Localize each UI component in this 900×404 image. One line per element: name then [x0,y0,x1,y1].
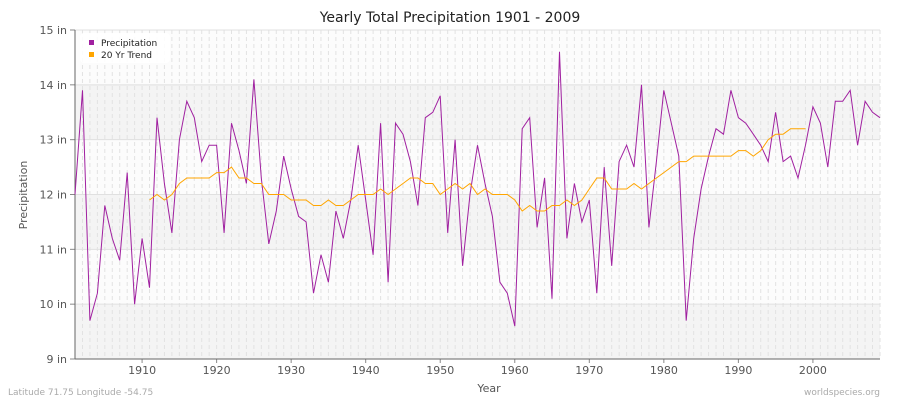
x-tick-label: 2000 [799,364,827,377]
series-line-trend [149,128,806,212]
x-tick-label: 1980 [650,364,678,377]
y-axis-label: Precipitation [17,161,30,230]
y-tick-label: 11 in [39,243,67,256]
legend-swatch-precipitation [89,40,94,45]
y-tick-label: 9 in [46,353,67,366]
legend-label-trend: 20 Yr Trend [101,51,152,61]
y-tick-label: 12 in [39,189,67,202]
x-tick-label: 1930 [277,364,305,377]
y-tick-label: 13 in [39,134,67,147]
x-tick-label: 1950 [426,364,454,377]
x-tick-label: 1920 [203,364,231,377]
x-tick-label: 1990 [724,364,752,377]
x-tick-label: 1960 [501,364,529,377]
x-tick-label: 1940 [352,364,380,377]
legend: Precipitation 20 Yr Trend [80,33,170,63]
y-tick-label: 10 in [39,298,67,311]
location-label: Latitude 71.75 Longitude -54.75 [8,388,153,398]
y-tick-label: 14 in [39,79,67,92]
y-tick-label: 15 in [39,24,67,37]
legend-swatch-trend [89,52,94,57]
chart-title: Yearly Total Precipitation 1901 - 2009 [319,10,581,26]
x-tick-label: 1970 [575,364,603,377]
legend-label-precipitation: Precipitation [101,39,157,49]
source-label: worldspecies.org [804,388,880,398]
series-line-precipitation [74,51,881,327]
x-tick-label: 1910 [128,364,156,377]
x-axis-label: Year [476,382,501,395]
